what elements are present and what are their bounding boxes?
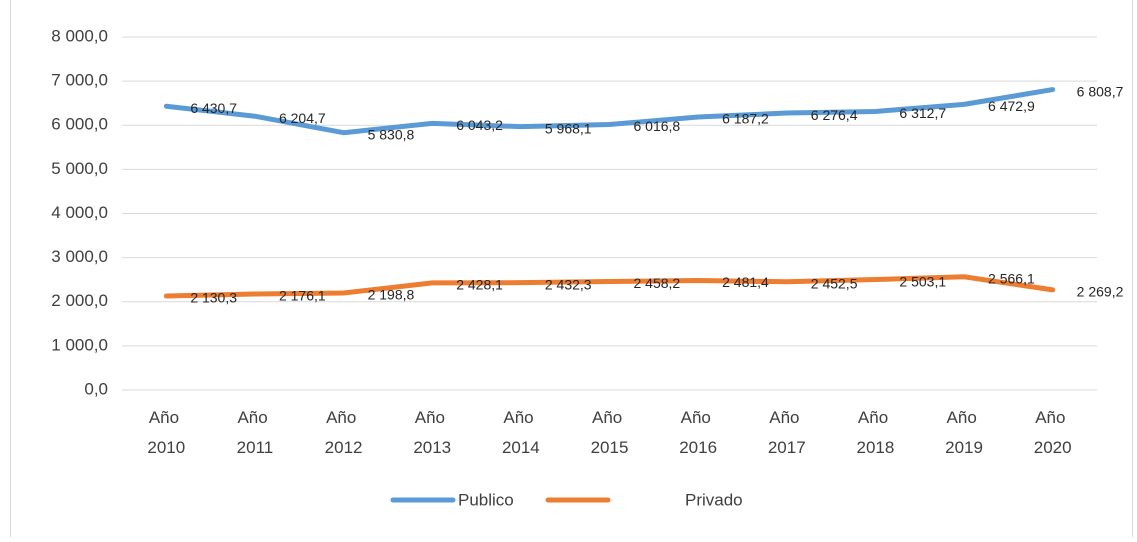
- x-tick-label: Año 2016: [679, 408, 717, 457]
- y-tick-label: 5 000,0: [51, 159, 108, 178]
- data-label: 2 269,2: [1077, 284, 1124, 300]
- data-label: 6 276,4: [811, 107, 858, 123]
- y-tick-label: 0,0: [84, 379, 108, 398]
- data-label: 6 187,2: [722, 111, 769, 127]
- data-label: 6 430,7: [190, 100, 237, 116]
- data-label: 2 428,1: [456, 277, 503, 293]
- x-tick-label: Año 2014: [502, 408, 540, 457]
- y-tick-label: 6 000,0: [51, 115, 108, 134]
- data-label: 2 176,1: [279, 288, 326, 304]
- data-label: 6 472,9: [988, 98, 1035, 114]
- y-tick-label: 1 000,0: [51, 335, 108, 354]
- data-label: 2 458,2: [634, 275, 681, 291]
- data-label: 2 566,1: [988, 270, 1035, 286]
- data-label: 2 503,1: [899, 273, 946, 289]
- data-label: 2 130,3: [190, 290, 237, 306]
- y-tick-label: 7 000,0: [51, 71, 108, 90]
- series-line: [163, 274, 1056, 299]
- x-tick-label: Año 2017: [768, 408, 806, 457]
- data-label: 5 968,1: [545, 120, 592, 136]
- data-label: 2 432,3: [545, 276, 592, 292]
- y-tick-label: 2 000,0: [51, 291, 108, 310]
- y-tick-label: 4 000,0: [51, 203, 108, 222]
- data-label: 6 808,7: [1077, 83, 1124, 99]
- data-label: 6 312,7: [899, 105, 946, 121]
- x-tick-label: Año 2012: [325, 408, 363, 457]
- data-label: 5 830,8: [368, 126, 415, 142]
- y-tick-label: 3 000,0: [51, 247, 108, 266]
- x-tick-label: Año 2011: [237, 408, 274, 457]
- data-label: 2 481,4: [722, 274, 769, 290]
- x-tick-label: Año 2018: [856, 408, 894, 457]
- data-label: 2 452,5: [811, 275, 858, 291]
- x-tick-label: Año 2020: [1034, 408, 1072, 457]
- data-label: 6 043,2: [456, 117, 503, 133]
- x-tick-label: Año 2010: [147, 408, 185, 457]
- legend-label: Publico: [458, 490, 514, 509]
- legend-label: Privado: [685, 490, 743, 509]
- y-tick-label: 8 000,0: [51, 26, 108, 45]
- data-label: 2 198,8: [368, 287, 415, 303]
- x-tick-label: Año 2019: [945, 408, 983, 457]
- data-label: 6 016,8: [634, 118, 681, 134]
- x-tick-label: Año 2015: [591, 408, 629, 457]
- x-tick-label: Año 2013: [413, 408, 451, 457]
- data-label: 6 204,7: [279, 110, 326, 126]
- series-line: [163, 87, 1056, 136]
- chart-frame: [10, 0, 1133, 540]
